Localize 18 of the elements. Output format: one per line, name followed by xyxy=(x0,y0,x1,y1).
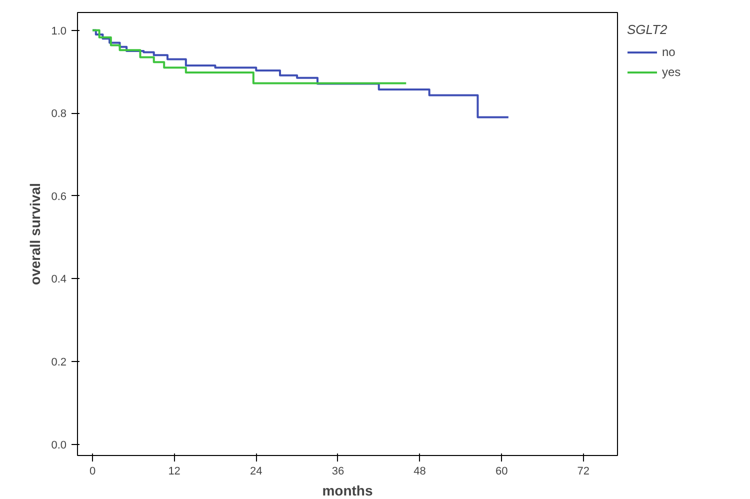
x-tick-label: 72 xyxy=(577,466,590,478)
x-tick-label: 36 xyxy=(332,466,344,478)
x-tick-label: 24 xyxy=(250,466,262,478)
legend-label: no xyxy=(662,45,676,59)
y-axis-title: overall survival xyxy=(27,183,44,285)
y-tick-label: 1.0 xyxy=(51,25,67,38)
y-tick-label: 0.6 xyxy=(51,190,67,203)
legend-label: yes xyxy=(662,65,682,79)
y-tick-label: 0.8 xyxy=(51,108,67,120)
x-tick-label: 0 xyxy=(89,466,96,478)
x-tick-label: 48 xyxy=(414,466,426,478)
y-tick-label: 0.0 xyxy=(51,439,67,452)
y-tick-label: 0.4 xyxy=(51,274,67,286)
x-tick-label: 60 xyxy=(495,466,508,478)
x-tick-label: 12 xyxy=(168,466,180,478)
x-axis-title: months xyxy=(322,482,373,498)
y-tick-label: 0.2 xyxy=(51,356,67,369)
legend-title: SGLT2 xyxy=(627,22,668,37)
